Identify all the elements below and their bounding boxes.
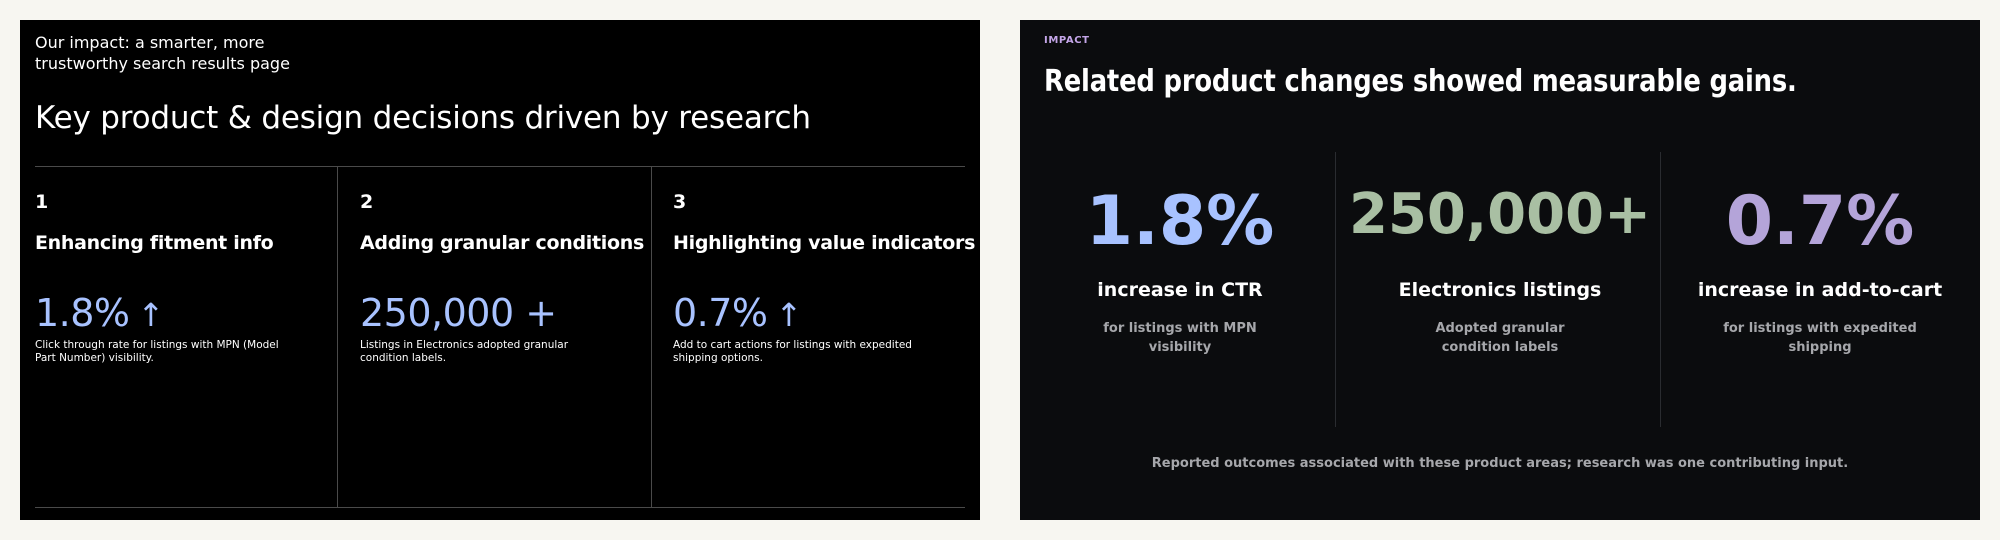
stat-value: 250,000 + bbox=[360, 291, 557, 335]
decision-stat: 1.8% ↑ bbox=[35, 291, 164, 337]
slide-kicker: Our impact: a smarter, more trustworthy … bbox=[35, 33, 290, 73]
decision-heading: Enhancing fitment info bbox=[35, 232, 274, 254]
decision-description: Add to cart actions for listings with ex… bbox=[673, 339, 912, 364]
metric-divider bbox=[1335, 152, 1336, 427]
decision-number: 3 bbox=[673, 191, 687, 213]
metric-value: 1.8% bbox=[1085, 182, 1275, 261]
slide-title: Related product changes showed measurabl… bbox=[1044, 64, 1797, 99]
stat-value: 0.7% bbox=[673, 291, 768, 335]
decision-column-3: 3 Highlighting value indicators 0.7% ↑ Ad… bbox=[673, 167, 975, 507]
metric-label: increase in CTR bbox=[1097, 279, 1263, 301]
decision-column-1: 1 Enhancing fitment info 1.8% ↑ Click thr… bbox=[35, 167, 335, 507]
research-decisions-slide: Our impact: a smarter, more trustworthy … bbox=[20, 20, 980, 520]
decision-heading: Highlighting value indicators bbox=[673, 232, 976, 254]
stat-value: 1.8% bbox=[35, 291, 130, 335]
metric-subtext: for listings with expedited shipping bbox=[1723, 321, 1917, 355]
decision-number: 2 bbox=[360, 191, 374, 213]
decision-description: Listings in Electronics adopted granular… bbox=[360, 339, 569, 364]
metric-ctr: 1.8% increase in CTR for listings with M… bbox=[1020, 185, 1340, 357]
impact-slide: IMPACT Related product changes showed me… bbox=[1020, 20, 1980, 520]
arrow-up-icon: ↑ bbox=[775, 296, 803, 334]
arrow-up-icon: ↑ bbox=[137, 296, 165, 334]
metric-add-to-cart: 0.7% increase in add-to-cart for listing… bbox=[1660, 185, 1980, 357]
column-divider bbox=[651, 167, 652, 507]
bottom-divider bbox=[35, 507, 965, 508]
decision-stat: 0.7% ↑ bbox=[673, 291, 802, 337]
metric-label: Electronics listings bbox=[1398, 279, 1602, 301]
metric-value: 250,000+ bbox=[1349, 182, 1651, 247]
decision-description: Click through rate for listings with MPN… bbox=[35, 339, 279, 364]
decision-stat: 250,000 + bbox=[360, 291, 557, 335]
slide-title: Key product & design decisions driven by… bbox=[35, 100, 811, 136]
metric-subtext: Adopted granular condition labels bbox=[1435, 321, 1565, 355]
decision-number: 1 bbox=[35, 191, 49, 213]
metric-subtext: for listings with MPN visibility bbox=[1103, 321, 1257, 355]
decision-heading: Adding granular conditions bbox=[360, 232, 644, 254]
column-divider bbox=[337, 167, 338, 507]
section-label: IMPACT bbox=[1044, 35, 1090, 46]
metric-listings: 250,000+ Electronics listings Adopted gr… bbox=[1340, 185, 1660, 357]
top-divider bbox=[35, 166, 965, 167]
footnote: Reported outcomes associated with these … bbox=[1151, 456, 1849, 471]
decision-column-2: 2 Adding granular conditions 250,000 + L… bbox=[360, 167, 650, 507]
metric-divider bbox=[1660, 152, 1661, 427]
metric-value: 0.7% bbox=[1725, 182, 1915, 261]
metric-label: increase in add-to-cart bbox=[1697, 279, 1943, 301]
